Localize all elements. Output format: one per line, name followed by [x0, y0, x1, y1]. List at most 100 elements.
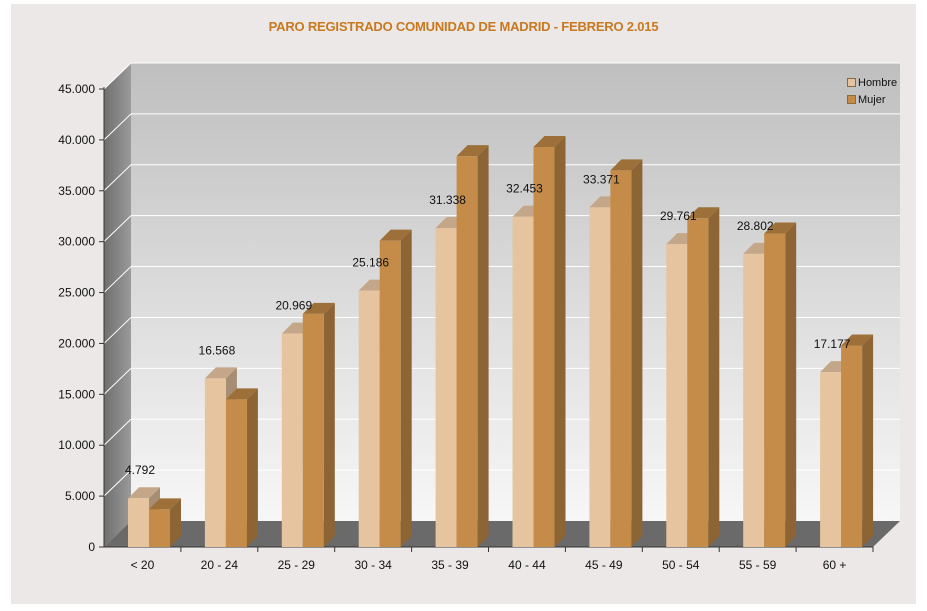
data-label: 31.338	[429, 193, 466, 207]
bar-side	[323, 302, 335, 547]
data-label: 25.186	[352, 256, 389, 270]
bar-front	[435, 228, 457, 547]
bar-side	[400, 229, 412, 547]
bar-front	[128, 498, 149, 547]
bar-front	[149, 509, 170, 547]
bar-front	[533, 147, 555, 547]
bar-front	[841, 345, 863, 547]
bar-side	[477, 145, 489, 547]
bar-mujer	[149, 498, 181, 547]
bar-front	[281, 333, 303, 547]
bar-side	[170, 498, 181, 547]
bar-mujer	[764, 222, 797, 547]
y-tick-label: 5.000	[65, 489, 95, 503]
bar-front	[225, 399, 247, 547]
gridline-side	[103, 367, 132, 395]
data-label: 28.802	[737, 219, 774, 233]
bar-top	[533, 136, 566, 148]
bar-side	[246, 388, 258, 547]
bars	[128, 136, 874, 548]
bar-front	[764, 233, 786, 547]
legend-item-hombre: Hombre	[847, 74, 897, 91]
legend-item-mujer: Mujer	[847, 91, 897, 108]
x-tick-label: 45 - 49	[585, 558, 623, 572]
bar-front	[743, 253, 765, 547]
x-tick-label: 40 - 44	[508, 558, 546, 572]
data-label: 32.453	[506, 182, 543, 196]
bar-top	[302, 302, 335, 314]
axes: 0 5.000 10.000 15.000 20.000 25.000 30.000 35.0…	[58, 82, 874, 572]
bar-side	[554, 136, 566, 547]
bar-mujer	[610, 159, 643, 547]
bar-mujer	[379, 229, 412, 547]
x-tick-label: 30 - 34	[354, 558, 392, 572]
data-label: 17.177	[814, 337, 851, 351]
x-tick-label: 55 - 59	[739, 558, 777, 572]
gridline-side	[103, 164, 132, 192]
bar-top	[610, 159, 643, 171]
bar-side	[708, 207, 720, 547]
y-tick-label: 30.000	[58, 235, 95, 249]
bar-mujer	[687, 207, 720, 547]
bar-mujer	[841, 334, 874, 547]
bar-front	[687, 218, 709, 547]
bar-top	[128, 487, 160, 499]
x-tick-label: 50 - 54	[662, 558, 700, 572]
bar-front	[512, 216, 534, 548]
y-tick-label: 10.000	[58, 438, 95, 452]
bar-front	[358, 290, 380, 547]
legend-label-hombre: Hombre	[858, 76, 898, 89]
x-tick-label: < 20	[131, 558, 155, 572]
x-tick-label: 35 - 39	[431, 558, 469, 572]
data-label: 29.761	[660, 209, 697, 223]
bar-top	[225, 388, 258, 400]
bar-mujer	[456, 145, 489, 547]
bar-front	[204, 378, 226, 547]
y-tick-label: 45.000	[58, 82, 95, 96]
bar-side	[862, 334, 874, 547]
bar-side	[631, 159, 643, 547]
y-tick-label: 40.000	[58, 133, 95, 147]
bar-front	[379, 240, 401, 547]
bar-top	[764, 222, 797, 234]
y-tick-label: 15.000	[58, 387, 95, 401]
bar-front	[302, 313, 324, 547]
bar-mujer	[302, 302, 335, 547]
x-tick-label: 25 - 29	[278, 558, 316, 572]
chart-title: PARO REGISTRADO COMUNIDAD DE MADRID - FE…	[268, 19, 659, 34]
x-tick-label: 20 - 24	[201, 558, 239, 572]
data-label: 20.969	[275, 299, 312, 313]
bar-mujer	[533, 136, 566, 547]
gridline-side	[103, 215, 132, 243]
bar-top	[687, 207, 720, 219]
bar-side	[785, 222, 797, 547]
legend-swatch-mujer	[847, 95, 856, 104]
bar-front	[820, 372, 842, 547]
legend-label-mujer: Mujer	[858, 93, 886, 106]
y-tick-label: 0	[88, 540, 95, 554]
bar-front	[589, 207, 611, 548]
bar-front	[610, 170, 632, 547]
bar-top	[456, 145, 489, 157]
gridline-side	[103, 469, 132, 497]
legend: Hombre Mujer	[847, 74, 897, 108]
legend-swatch-hombre	[847, 78, 856, 87]
data-labels: 4.792 16.568 20.969 25.186 31.338 32.453 33.37…	[125, 172, 851, 477]
y-tick-label: 25.000	[58, 286, 95, 300]
data-label: 33.371	[583, 172, 620, 186]
data-label: 4.792	[125, 463, 155, 477]
gridline-side	[103, 113, 132, 141]
gridline-side	[103, 418, 132, 446]
data-label: 16.568	[199, 343, 236, 357]
bar-top	[204, 367, 237, 379]
bar-front	[456, 156, 478, 547]
y-tick-label: 35.000	[58, 184, 95, 198]
bar-front	[666, 244, 688, 547]
bar-top	[841, 334, 874, 346]
x-tick-label: 60 +	[823, 558, 847, 572]
bar-mujer	[225, 388, 258, 547]
gridline-side	[103, 62, 132, 90]
y-tick-label: 20.000	[58, 336, 95, 350]
gridline-side	[103, 266, 132, 293]
